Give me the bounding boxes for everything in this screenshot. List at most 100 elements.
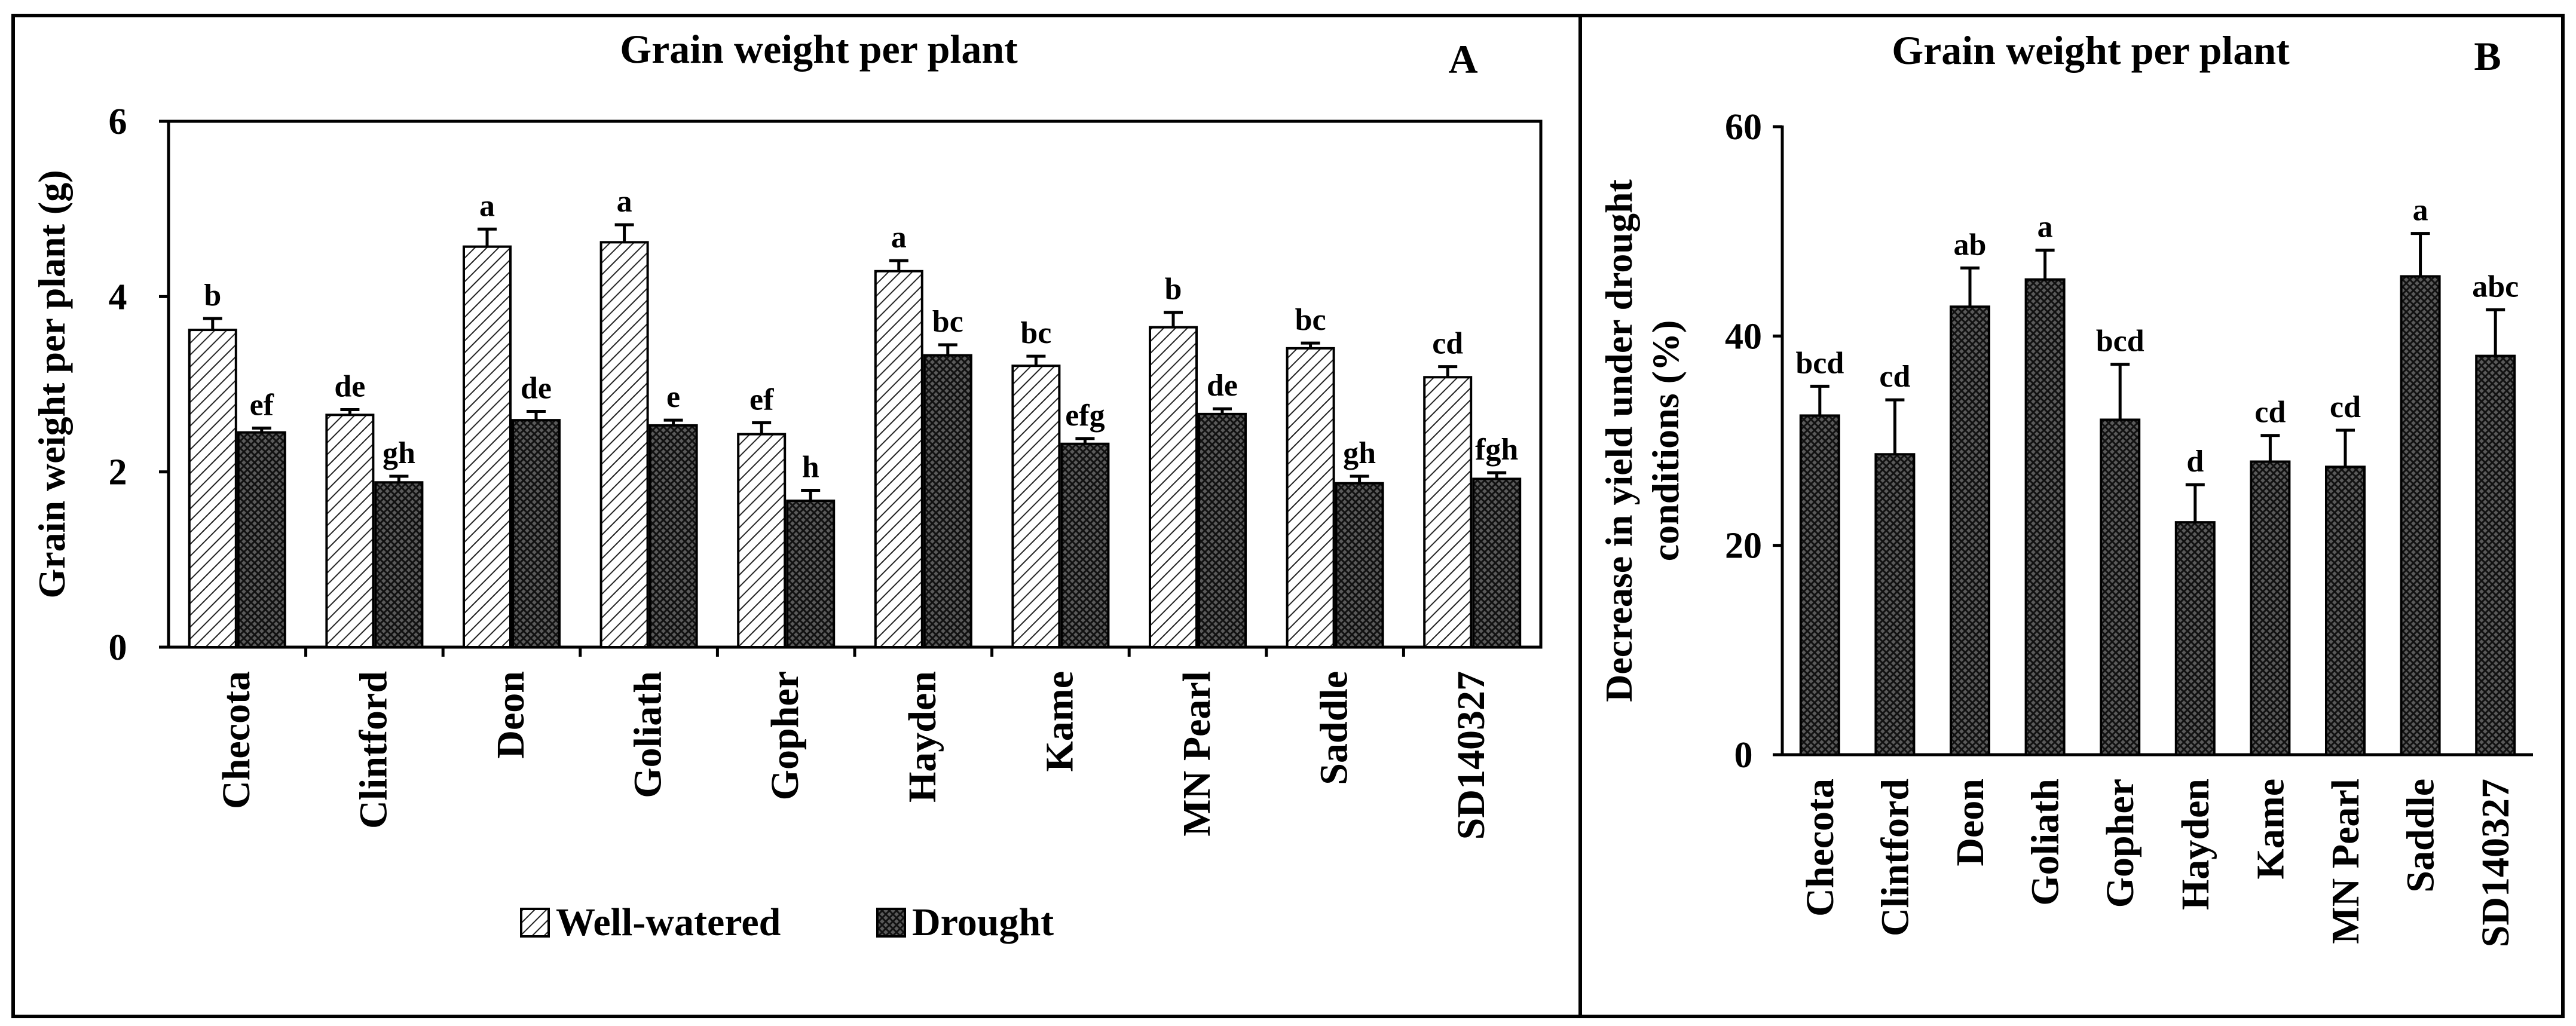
bar-yield-decrease (1874, 453, 1916, 756)
significance-letter: bc (932, 305, 963, 339)
x-tick-label: Clintford (351, 671, 395, 829)
significance-letter: de (521, 371, 552, 405)
significance-letter: cd (2254, 396, 2286, 430)
significance-letter: abc (2472, 270, 2519, 304)
panel-b-letter: B (2474, 33, 2501, 79)
panel-a-chart: Grain weight per plant A 0 2 4 6 Grain weight … (30, 26, 1543, 944)
y-axis-label: Grain weight per plant (g) (30, 170, 73, 598)
significance-letter: e (666, 380, 680, 414)
bar-well-watered (874, 269, 923, 648)
legend-swatch-drought (876, 908, 906, 938)
bar-yield-decrease (1950, 305, 1990, 756)
significance-letter: a (2413, 194, 2428, 228)
x-tick-label: Saddle (2399, 779, 2443, 893)
x-tick-label: Goliath (626, 671, 670, 798)
significance-letter: ef (749, 383, 774, 417)
significance-letter: de (1207, 369, 1238, 403)
bar-drought (786, 500, 836, 648)
significance-letter: d (2186, 445, 2204, 479)
x-tick-label: SD140327 (1449, 671, 1493, 840)
significance-letter: cd (1879, 360, 1910, 394)
bar-well-watered (1423, 376, 1473, 648)
bar-drought (512, 419, 561, 649)
bar-yield-decrease (2024, 278, 2066, 756)
bar-drought (1060, 442, 1110, 648)
significance-letter: ef (250, 388, 274, 422)
significance-letter: a (891, 220, 907, 255)
y-axis-label-line-1: Decrease in yield under drought (1598, 179, 1640, 702)
bar-yield-decrease (1799, 414, 1840, 756)
bar-well-watered (463, 245, 512, 648)
significance-letter: bcd (1795, 346, 1844, 380)
x-tick-label: Clintford (1873, 779, 1917, 936)
legend-swatch-well-watered (520, 908, 550, 938)
y-tick-label: 0 (109, 627, 127, 668)
significance-letter: cd (2330, 390, 2361, 424)
x-tick-label: Hayden (2174, 779, 2217, 910)
x-tick-label: Deon (489, 671, 533, 759)
bar-well-watered (1011, 365, 1061, 648)
significance-letter: a (2037, 210, 2053, 244)
x-tick-label: MN Pearl (2324, 779, 2367, 944)
panel-a-title: Grain weight per plant (620, 26, 1018, 72)
significance-letter: gh (1343, 436, 1376, 470)
bar-yield-decrease (2400, 275, 2441, 756)
bar-yield-decrease (2475, 354, 2516, 756)
y-tick-label: 60 (1725, 107, 1762, 148)
x-tick-label: Goliath (2024, 779, 2067, 906)
significance-letter: b (204, 278, 221, 313)
bar-yield-decrease (2174, 521, 2216, 756)
bar-drought (923, 354, 972, 648)
significance-letter: b (1165, 272, 1182, 307)
bar-well-watered (1149, 326, 1198, 648)
bar-yield-decrease (2100, 418, 2141, 756)
significance-letter: gh (383, 436, 415, 470)
bar-drought (648, 424, 698, 649)
legend-label-well-watered: Well-watered (556, 901, 781, 944)
y-tick-label: 4 (109, 277, 127, 317)
x-tick-label: Deon (1948, 779, 1992, 866)
y-tick-label: 6 (109, 102, 127, 142)
panel-a-letter: A (1448, 36, 1477, 82)
significance-letter: bc (1295, 303, 1326, 337)
significance-letter: h (802, 450, 819, 484)
panel-b-title: Grain weight per plant (1892, 27, 2290, 73)
x-tick-label: Kame (1038, 671, 1081, 772)
y-tick-label: 40 (1725, 316, 1762, 357)
bar-drought (1198, 412, 1247, 648)
x-tick-label: Kame (2248, 779, 2292, 880)
bar-yield-decrease (2250, 460, 2291, 756)
bar-drought (374, 481, 424, 648)
bar-drought (1472, 477, 1522, 649)
y-tick-label: 0 (1734, 735, 1753, 776)
significance-letter: a (617, 185, 632, 219)
significance-letter: bc (1020, 316, 1051, 350)
x-tick-label: MN Pearl (1175, 671, 1219, 837)
x-tick-label: Saddle (1313, 671, 1356, 785)
x-tick-label: Hayden (901, 671, 944, 803)
x-tick-label: Checota (215, 671, 258, 809)
significance-letter: de (334, 370, 365, 404)
significance-letter: fgh (1475, 433, 1518, 467)
x-tick-label: SD140327 (2474, 779, 2517, 947)
significance-letter: a (479, 189, 495, 223)
panel-b-frame (1578, 14, 2565, 1018)
bar-drought (237, 431, 286, 649)
bar-well-watered (737, 433, 787, 648)
significance-letter: ab (1954, 228, 1987, 262)
bar-yield-decrease (2325, 465, 2366, 757)
significance-letter: efg (1065, 399, 1105, 433)
x-tick-label: Gopher (2098, 779, 2142, 908)
significance-letter: cd (1432, 327, 1463, 361)
bar-well-watered (1286, 347, 1335, 648)
x-tick-label: Gopher (763, 671, 807, 800)
bar-well-watered (325, 414, 375, 648)
legend-label-drought: Drought (912, 901, 1054, 944)
panel-b-chart: Grain weight per plant B 0 20 40 60 Decrease i… (1598, 27, 2533, 947)
significance-letter: bcd (2096, 324, 2144, 359)
bar-drought (1335, 482, 1384, 648)
bar-well-watered (188, 329, 237, 648)
y-tick-label: 20 (1725, 526, 1762, 566)
y-tick-label: 2 (109, 452, 127, 493)
